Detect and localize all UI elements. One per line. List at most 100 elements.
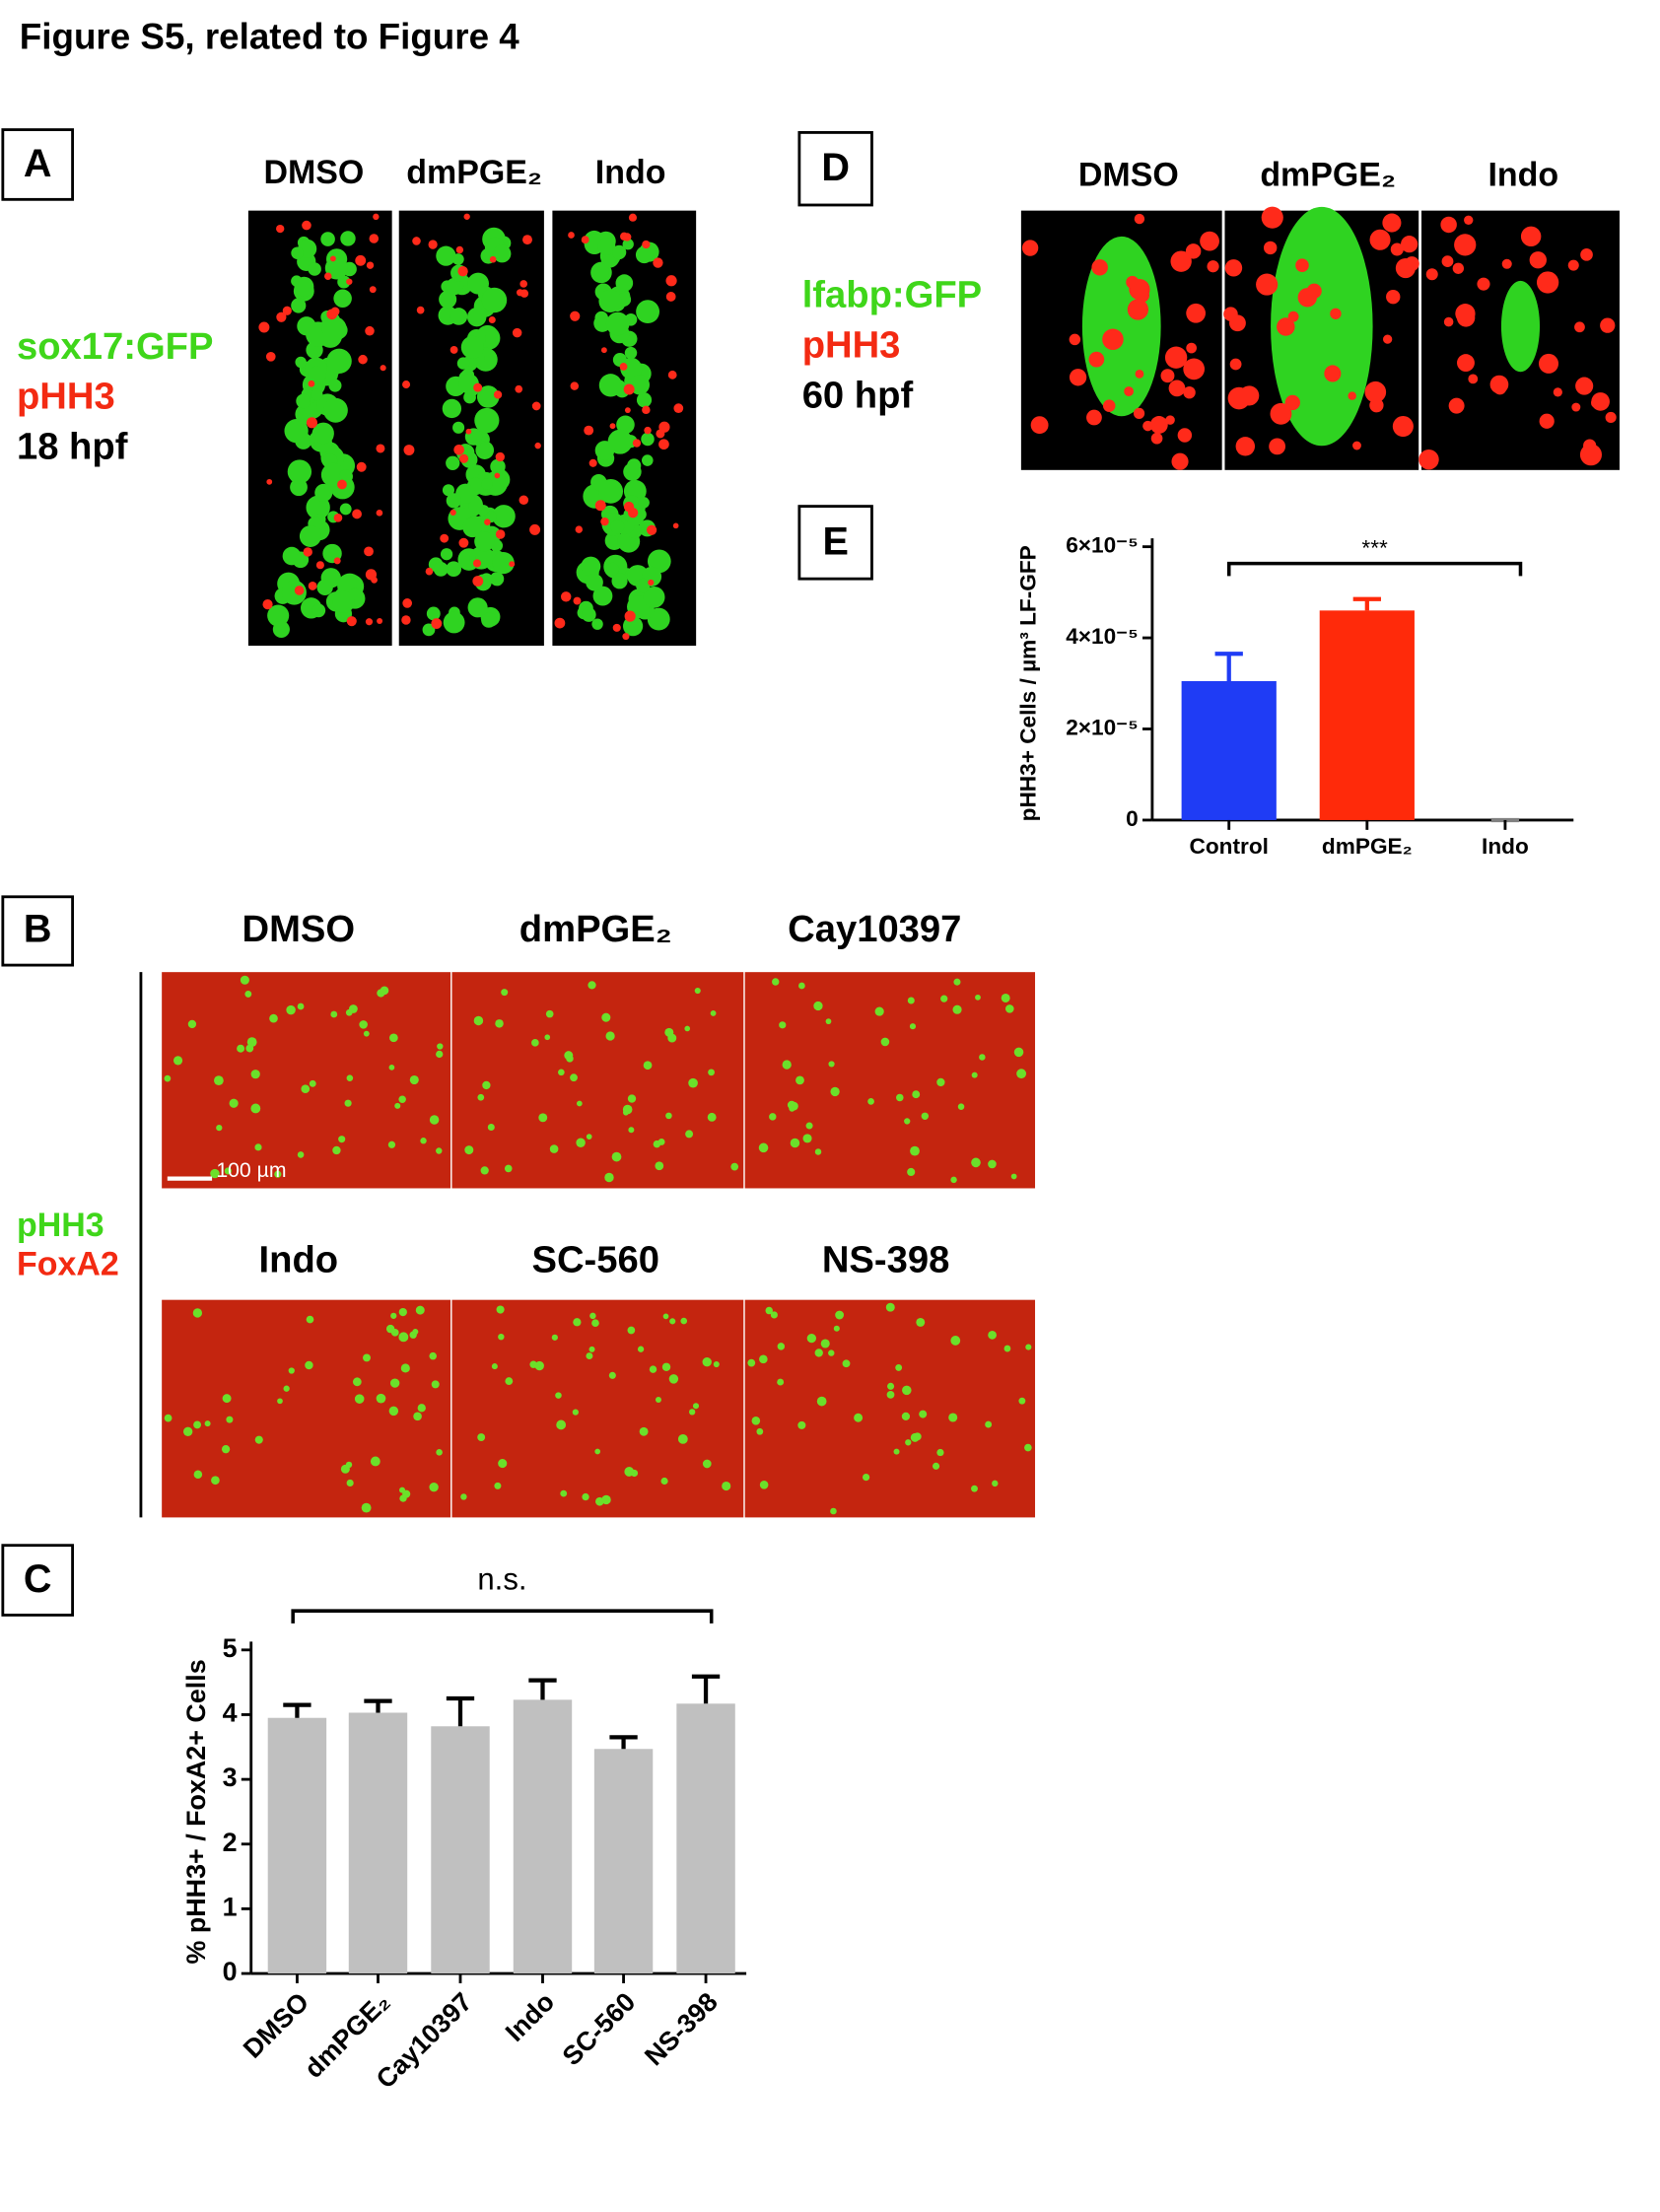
cell-dot bbox=[581, 556, 601, 577]
cell-dot bbox=[611, 244, 627, 260]
x-tick-label: NS-398 bbox=[639, 1987, 724, 2072]
cell-dot bbox=[1223, 307, 1238, 321]
cell-dot bbox=[988, 1330, 997, 1340]
cell-dot bbox=[467, 597, 488, 618]
cell-dot bbox=[301, 1084, 311, 1094]
cell-dot bbox=[450, 345, 458, 354]
cell-dot bbox=[1185, 243, 1202, 259]
cell-dot bbox=[921, 1112, 930, 1121]
cell-dot bbox=[288, 1367, 295, 1374]
panel-box bbox=[797, 130, 873, 207]
cell-dot bbox=[692, 1403, 700, 1410]
cell-dot bbox=[622, 1109, 629, 1116]
cell-dot bbox=[1142, 420, 1153, 432]
cell-dot bbox=[385, 1324, 395, 1334]
cell-dot bbox=[1489, 375, 1509, 394]
cell-dot bbox=[254, 1143, 262, 1151]
cell-dot bbox=[600, 517, 609, 526]
cell-dot bbox=[648, 579, 655, 587]
error-bar bbox=[1214, 652, 1243, 681]
cell-dot bbox=[474, 531, 495, 552]
cell-dot bbox=[751, 1417, 761, 1425]
x-tick-label: Control bbox=[1190, 834, 1269, 859]
cell-dot bbox=[305, 1360, 313, 1370]
cell-dot bbox=[481, 287, 508, 313]
cell-dot bbox=[192, 1308, 203, 1318]
cell-dot bbox=[1229, 358, 1242, 371]
cell-dot bbox=[370, 1456, 380, 1467]
column-header: DMSO bbox=[263, 154, 364, 191]
cell-dot bbox=[909, 1023, 917, 1030]
cell-dot bbox=[592, 586, 613, 606]
cell-dot bbox=[1129, 278, 1150, 301]
cell-dot bbox=[1297, 288, 1318, 308]
cell-dot bbox=[494, 472, 501, 479]
error-bar bbox=[691, 1674, 721, 1704]
cell-dot bbox=[388, 1033, 398, 1043]
panel-label: E bbox=[822, 519, 848, 563]
cell-dot bbox=[389, 1378, 400, 1388]
cell-dot bbox=[907, 1167, 916, 1177]
cell-dot bbox=[369, 286, 377, 294]
cell-dot bbox=[638, 497, 650, 509]
cell-dot bbox=[628, 1127, 635, 1134]
cell-dot bbox=[308, 581, 317, 590]
figure-title: Figure S5, related to Figure 4 bbox=[20, 16, 519, 56]
cell-dot bbox=[1477, 277, 1490, 291]
cell-dot bbox=[346, 1074, 354, 1081]
cell-dot bbox=[1392, 415, 1414, 438]
cell-dot bbox=[570, 311, 581, 321]
cell-dot bbox=[222, 1394, 232, 1404]
cell-dot bbox=[1520, 226, 1542, 247]
cell-dot bbox=[722, 1481, 731, 1491]
cell-dot bbox=[570, 1073, 578, 1082]
cell-dot bbox=[627, 1326, 636, 1335]
legend-label: FoxA2 bbox=[17, 1246, 119, 1283]
cell-dot bbox=[458, 537, 469, 548]
cell-dot bbox=[880, 1037, 890, 1047]
cell-dot bbox=[519, 289, 529, 298]
cell-dot bbox=[1133, 407, 1145, 420]
cell-dot bbox=[551, 1334, 558, 1341]
cell-dot bbox=[814, 1348, 823, 1357]
cell-dot bbox=[1457, 354, 1475, 373]
cell-dot bbox=[369, 234, 380, 243]
panel-label: D bbox=[821, 146, 850, 189]
cell-dot bbox=[657, 1138, 665, 1145]
cell-dot bbox=[605, 311, 630, 336]
significance-label: n.s. bbox=[477, 1562, 526, 1597]
cell-dot bbox=[756, 1427, 764, 1435]
cell-dot bbox=[628, 213, 638, 222]
cell-dot bbox=[452, 421, 465, 434]
y-tick-label: 3 bbox=[223, 1763, 238, 1792]
cell-dot bbox=[426, 606, 441, 621]
cell-dot bbox=[446, 561, 462, 578]
legend-label: pHH3 bbox=[802, 323, 901, 366]
cell-dot bbox=[1539, 413, 1555, 429]
cell-dot bbox=[458, 453, 469, 463]
micrograph bbox=[162, 972, 451, 1189]
cell-dot bbox=[665, 1112, 672, 1120]
cell-dot bbox=[1150, 432, 1163, 445]
cell-dot bbox=[398, 1332, 409, 1343]
cell-dot bbox=[759, 1354, 768, 1364]
bar bbox=[513, 1699, 573, 1974]
y-tick-label: 1 bbox=[223, 1893, 238, 1922]
cell-dot bbox=[295, 356, 307, 369]
cell-dot bbox=[1369, 398, 1384, 413]
cell-dot bbox=[416, 306, 425, 314]
cell-dot bbox=[904, 1118, 911, 1125]
cell-dot bbox=[466, 307, 487, 327]
cell-dot bbox=[1287, 311, 1299, 322]
cell-dot bbox=[1168, 380, 1186, 397]
cell-dot bbox=[604, 1172, 614, 1183]
cell-dot bbox=[237, 1044, 245, 1053]
cell-dot bbox=[399, 1486, 406, 1493]
cell-dot bbox=[446, 277, 464, 296]
cell-dot bbox=[332, 1145, 341, 1155]
cell-dot bbox=[912, 1090, 921, 1099]
cell-dot bbox=[373, 213, 380, 221]
cell-dot bbox=[489, 255, 497, 263]
cell-dot bbox=[902, 1385, 912, 1396]
cell-dot bbox=[1539, 353, 1559, 374]
